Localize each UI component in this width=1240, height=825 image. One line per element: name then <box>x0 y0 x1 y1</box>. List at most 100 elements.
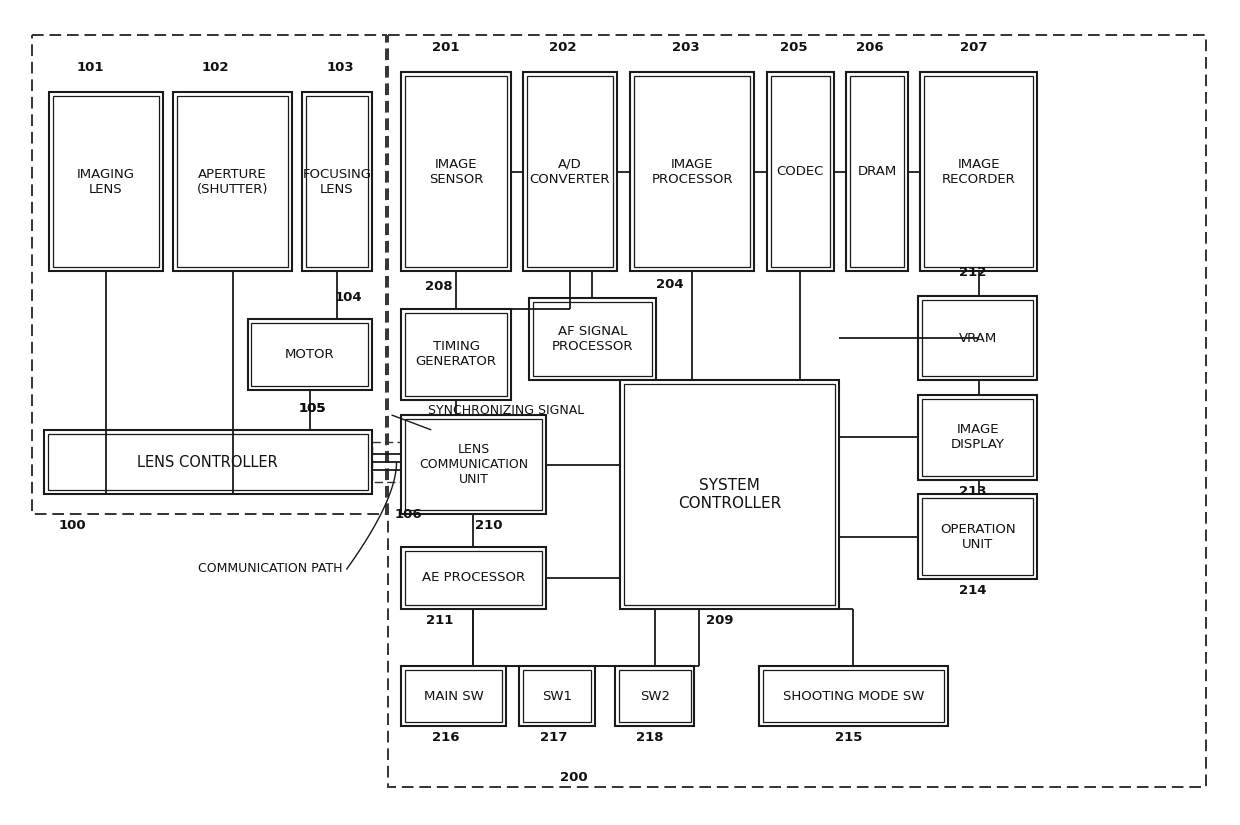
Bar <box>405 551 542 605</box>
Bar <box>759 667 947 726</box>
Bar <box>768 73 833 271</box>
Bar <box>402 667 506 726</box>
Bar <box>923 498 1033 575</box>
Bar <box>306 97 368 267</box>
Text: 213: 213 <box>959 484 986 497</box>
Bar <box>533 302 652 376</box>
Bar <box>48 434 368 491</box>
Text: 103: 103 <box>326 61 353 74</box>
Text: 201: 201 <box>433 41 460 54</box>
Text: OPERATION
UNIT: OPERATION UNIT <box>940 523 1016 550</box>
Text: IMAGE
RECORDER: IMAGE RECORDER <box>941 158 1016 186</box>
Text: 105: 105 <box>299 402 326 415</box>
Bar <box>522 73 618 271</box>
Bar <box>528 298 656 380</box>
Bar <box>763 670 944 722</box>
Text: 211: 211 <box>425 614 453 627</box>
Text: 214: 214 <box>959 584 986 596</box>
Bar <box>924 76 1033 267</box>
Bar <box>918 494 1037 579</box>
Bar <box>402 309 511 400</box>
Text: 101: 101 <box>77 61 104 74</box>
Text: AE PROCESSOR: AE PROCESSOR <box>422 572 525 584</box>
Text: 208: 208 <box>425 280 453 293</box>
Text: 218: 218 <box>636 731 663 744</box>
Bar <box>630 73 754 271</box>
Bar <box>388 35 1207 787</box>
Bar <box>174 92 293 271</box>
Text: A/D
CONVERTER: A/D CONVERTER <box>529 158 610 186</box>
Text: SW1: SW1 <box>542 690 572 703</box>
Bar <box>920 73 1037 271</box>
Bar <box>32 35 386 514</box>
Text: AF SIGNAL
PROCESSOR: AF SIGNAL PROCESSOR <box>552 325 632 353</box>
Text: IMAGING
LENS: IMAGING LENS <box>77 167 135 196</box>
Text: MAIN SW: MAIN SW <box>424 690 484 703</box>
Text: 203: 203 <box>672 41 699 54</box>
Bar <box>634 76 750 267</box>
Bar <box>624 384 835 605</box>
Bar <box>43 430 372 494</box>
Bar <box>405 76 507 267</box>
Text: 105: 105 <box>299 402 326 415</box>
Bar <box>619 670 691 722</box>
Text: 205: 205 <box>780 41 807 54</box>
Text: IMAGE
SENSOR: IMAGE SENSOR <box>429 158 484 186</box>
Bar <box>918 296 1037 380</box>
Text: MOTOR: MOTOR <box>285 348 335 361</box>
Text: FOCUSING
LENS: FOCUSING LENS <box>303 167 372 196</box>
Text: APERTURE
(SHUTTER): APERTURE (SHUTTER) <box>197 167 268 196</box>
Text: 207: 207 <box>960 41 987 54</box>
Bar <box>405 313 507 396</box>
Bar <box>402 415 546 514</box>
Bar <box>923 399 1033 475</box>
Text: 202: 202 <box>548 41 577 54</box>
Text: 210: 210 <box>475 519 502 532</box>
Bar <box>402 547 546 609</box>
Text: VRAM: VRAM <box>959 332 997 345</box>
Text: 215: 215 <box>835 731 862 744</box>
Text: 209: 209 <box>706 614 733 627</box>
Text: IMAGE
DISPLAY: IMAGE DISPLAY <box>951 423 1004 451</box>
Text: 206: 206 <box>857 41 884 54</box>
Bar <box>847 73 908 271</box>
Text: SHOOTING MODE SW: SHOOTING MODE SW <box>782 690 924 703</box>
Text: SYSTEM
CONTROLLER: SYSTEM CONTROLLER <box>677 478 781 511</box>
Bar <box>771 76 830 267</box>
Text: 204: 204 <box>656 278 683 291</box>
Text: DRAM: DRAM <box>858 165 897 178</box>
Bar <box>48 92 164 271</box>
Bar <box>522 670 591 722</box>
Bar <box>851 76 904 267</box>
Text: 200: 200 <box>560 771 588 784</box>
Bar <box>252 323 368 386</box>
Bar <box>620 380 838 609</box>
Bar <box>405 419 542 511</box>
Text: 217: 217 <box>539 731 567 744</box>
Text: 100: 100 <box>58 519 87 532</box>
Text: IMAGE
PROCESSOR: IMAGE PROCESSOR <box>651 158 733 186</box>
Text: 212: 212 <box>959 266 986 279</box>
Text: CODEC: CODEC <box>776 165 823 178</box>
Text: LENS CONTROLLER: LENS CONTROLLER <box>138 455 278 469</box>
Bar <box>405 670 502 722</box>
Text: LENS
COMMUNICATION
UNIT: LENS COMMUNICATION UNIT <box>419 443 528 486</box>
Bar <box>303 92 372 271</box>
Bar <box>518 667 595 726</box>
Bar <box>402 73 511 271</box>
Text: 102: 102 <box>202 61 229 74</box>
Bar <box>53 97 159 267</box>
Bar <box>918 395 1037 479</box>
Text: SW2: SW2 <box>640 690 670 703</box>
Text: SYNCHRONIZING SIGNAL: SYNCHRONIZING SIGNAL <box>428 403 584 417</box>
Text: 106: 106 <box>394 508 422 521</box>
Bar <box>372 442 402 482</box>
Bar <box>177 97 288 267</box>
Text: COMMUNICATION PATH: COMMUNICATION PATH <box>198 563 342 576</box>
Bar <box>923 299 1033 376</box>
Bar <box>527 76 613 267</box>
Text: 104: 104 <box>335 290 362 304</box>
Bar <box>615 667 694 726</box>
Text: TIMING
GENERATOR: TIMING GENERATOR <box>415 341 496 369</box>
Text: 216: 216 <box>433 731 460 744</box>
